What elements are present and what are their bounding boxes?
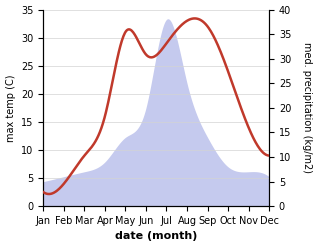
Y-axis label: med. precipitation (kg/m2): med. precipitation (kg/m2): [302, 42, 313, 173]
X-axis label: date (month): date (month): [115, 231, 197, 242]
Y-axis label: max temp (C): max temp (C): [5, 74, 16, 142]
